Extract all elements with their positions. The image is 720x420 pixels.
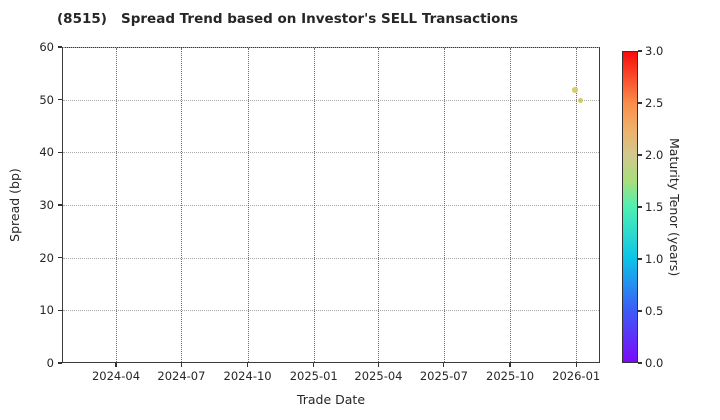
gridline-y xyxy=(63,152,599,154)
x-tick-mark xyxy=(115,363,117,367)
y-tick-label: 30 xyxy=(39,198,54,212)
gridline-x xyxy=(443,48,445,362)
x-tick-label: 2025-01 xyxy=(289,369,338,383)
colorbar xyxy=(622,51,638,363)
colorbar-tick-mark xyxy=(638,154,642,156)
gridline-y xyxy=(63,47,599,48)
gridline-x xyxy=(181,48,183,362)
x-tick-mark xyxy=(575,363,577,367)
y-tick-label: 60 xyxy=(39,40,54,54)
colorbar-tick-mark xyxy=(638,310,642,312)
gridline-x xyxy=(576,48,578,362)
gridline-x xyxy=(378,48,380,362)
colorbar-tick-label: 0.5 xyxy=(645,304,664,318)
colorbar-tick-mark xyxy=(638,258,642,260)
colorbar-tick-mark xyxy=(638,206,642,208)
gridline-y xyxy=(63,257,599,259)
x-tick-label: 2024-04 xyxy=(91,369,141,383)
y-tick-label: 0 xyxy=(46,356,54,370)
y-tick-mark xyxy=(58,99,62,101)
colorbar-tick-label: 1.0 xyxy=(645,252,664,266)
x-tick-mark xyxy=(313,363,315,367)
x-tick-mark xyxy=(180,363,183,367)
x-tick-label: 2024-07 xyxy=(157,369,206,383)
data-point xyxy=(572,87,578,93)
gridline-x xyxy=(247,48,249,362)
colorbar-tick-label: 1.5 xyxy=(645,200,664,214)
data-point xyxy=(577,97,584,104)
colorbar-tick-mark xyxy=(638,50,642,52)
x-axis-label: Trade Date xyxy=(296,392,366,407)
x-tick-mark xyxy=(377,363,380,367)
y-tick-label: 20 xyxy=(39,250,54,265)
chart-title: (8515) Spread Trend based on Investor's … xyxy=(57,11,519,27)
x-tick-label: 2026-01 xyxy=(552,369,601,383)
y-tick-label: 50 xyxy=(39,92,54,107)
x-tick-mark xyxy=(443,363,445,367)
gridline-x xyxy=(313,48,315,362)
y-tick-mark xyxy=(58,151,62,153)
x-tick-label: 2024-10 xyxy=(223,369,272,383)
x-tick-label: 2025-04 xyxy=(354,369,403,383)
colorbar-tick-label: 0.0 xyxy=(645,356,664,370)
y-tick-label: 10 xyxy=(39,303,54,318)
y-tick-mark xyxy=(58,204,62,206)
gridline-y xyxy=(63,205,599,206)
colorbar-tick-label: 2.5 xyxy=(645,96,664,110)
colorbar-tick-mark xyxy=(638,362,642,364)
y-tick-label: 40 xyxy=(39,145,54,160)
gridline-x xyxy=(116,48,117,362)
colorbar-tick-label: 2.0 xyxy=(645,148,664,162)
x-tick-label: 2025-10 xyxy=(486,369,535,383)
colorbar-label: Maturity Tenor (years) xyxy=(667,137,682,277)
gridline-y xyxy=(63,310,599,312)
y-tick-mark xyxy=(58,46,62,48)
x-tick-label: 2025-07 xyxy=(419,369,468,383)
gridline-x xyxy=(510,48,512,362)
y-tick-mark xyxy=(58,257,62,259)
gridline-y xyxy=(63,99,599,101)
plot-area xyxy=(62,47,600,363)
colorbar-tick-mark xyxy=(638,102,642,104)
y-tick-mark xyxy=(58,362,62,364)
x-tick-mark xyxy=(509,363,511,367)
x-tick-mark xyxy=(246,363,249,367)
y-tick-mark xyxy=(58,309,62,311)
colorbar-tick-label: 3.0 xyxy=(645,44,664,58)
